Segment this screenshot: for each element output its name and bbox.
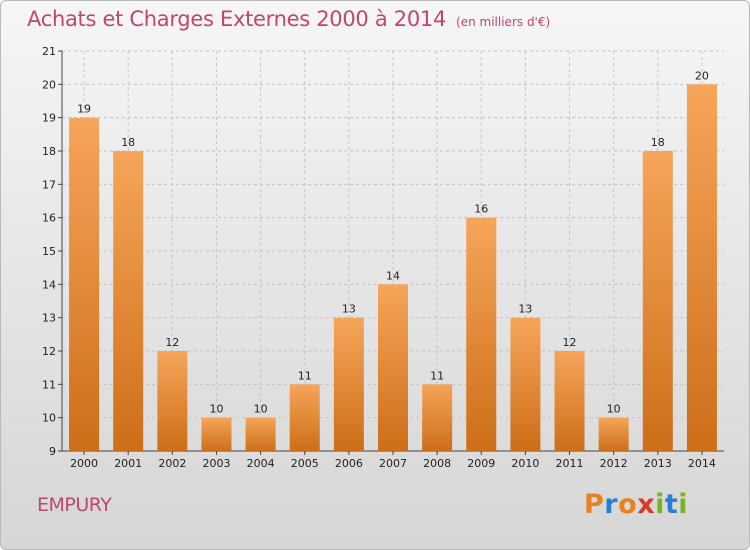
x-tick-label: 2005: [291, 457, 319, 470]
bar-value-label: 10: [209, 403, 223, 416]
y-tick-label: 20: [42, 78, 56, 91]
bar-value-label: 11: [298, 369, 312, 382]
chart-title-text: Achats et Charges Externes 2000 à 2014: [27, 7, 447, 31]
bar: [113, 151, 144, 451]
logo-letter: P: [584, 489, 605, 520]
bar-value-label: 11: [430, 369, 444, 382]
bar: [554, 351, 585, 451]
bar-value-label: 13: [342, 303, 356, 316]
x-tick-label: 2009: [467, 457, 495, 470]
y-tick-label: 12: [42, 345, 56, 358]
y-tick-label: 16: [42, 212, 56, 225]
chart-unit: (en milliers d'€): [456, 15, 551, 29]
x-tick-label: 2004: [247, 457, 275, 470]
bar-value-label: 10: [254, 403, 268, 416]
bar-value-label: 18: [121, 136, 135, 149]
y-tick-label: 9: [49, 445, 56, 458]
bar: [69, 117, 100, 452]
logo-letter: t: [664, 489, 679, 520]
x-tick-label: 2000: [70, 457, 98, 470]
y-tick-label: 14: [42, 278, 56, 291]
x-tick-label: 2010: [511, 457, 539, 470]
bar: [422, 384, 453, 451]
y-tick-label: 17: [42, 178, 56, 191]
bar: [289, 384, 320, 451]
chart-title: Achats et Charges Externes 2000 à 2014 (e…: [27, 7, 550, 31]
commune-name: EMPURY: [37, 494, 112, 516]
y-tick-label: 10: [42, 412, 56, 425]
bar-value-label: 16: [474, 203, 488, 216]
logo-letter: o: [618, 489, 638, 520]
bar: [201, 417, 232, 451]
bar: [466, 217, 497, 451]
logo-letter: i: [678, 489, 689, 520]
bar: [333, 317, 364, 451]
bar-value-label: 14: [386, 269, 400, 282]
proxiti-logo[interactable]: Proxiti: [584, 489, 688, 520]
bars: [69, 84, 717, 452]
logo-letter: x: [637, 489, 656, 520]
bar: [377, 284, 409, 451]
x-tick-label: 2011: [556, 457, 584, 470]
bar: [245, 417, 276, 451]
logo-letter: i: [655, 489, 665, 520]
x-tick-label: 2006: [335, 457, 363, 470]
x-tick-label: 2002: [158, 457, 186, 470]
y-tick-label: 11: [42, 378, 56, 391]
bar: [157, 351, 188, 451]
bar-value-label: 12: [165, 336, 179, 349]
x-tick-label: 2013: [644, 457, 672, 470]
x-tick-label: 2007: [379, 457, 407, 470]
bar-value-label: 18: [651, 136, 665, 149]
bar: [598, 417, 629, 451]
y-tick-label: 15: [42, 245, 56, 258]
x-tick-label: 2003: [202, 457, 230, 470]
bar-value-label: 13: [518, 303, 532, 316]
x-tick-label: 2014: [688, 457, 716, 470]
y-tick-label: 19: [42, 112, 56, 125]
x-tick-label: 2012: [600, 457, 628, 470]
y-tick-label: 21: [42, 45, 56, 58]
y-tick-label: 13: [42, 312, 56, 325]
bar-value-label: 19: [77, 103, 91, 116]
bar-value-label: 20: [695, 69, 709, 82]
x-tick-label: 2001: [114, 457, 142, 470]
bar: [510, 317, 541, 451]
logo-letter: r: [604, 489, 619, 520]
bar-value-label: 12: [563, 336, 577, 349]
labels: 9 10 11 12 13 14 15 16 17 18 19 20 21 19 2000 18 2001 12 2…: [42, 45, 716, 470]
bar: [642, 151, 673, 451]
bar-value-label: 10: [607, 403, 621, 416]
bar: [686, 84, 717, 451]
y-tick-label: 18: [42, 145, 56, 158]
x-tick-label: 2008: [423, 457, 451, 470]
